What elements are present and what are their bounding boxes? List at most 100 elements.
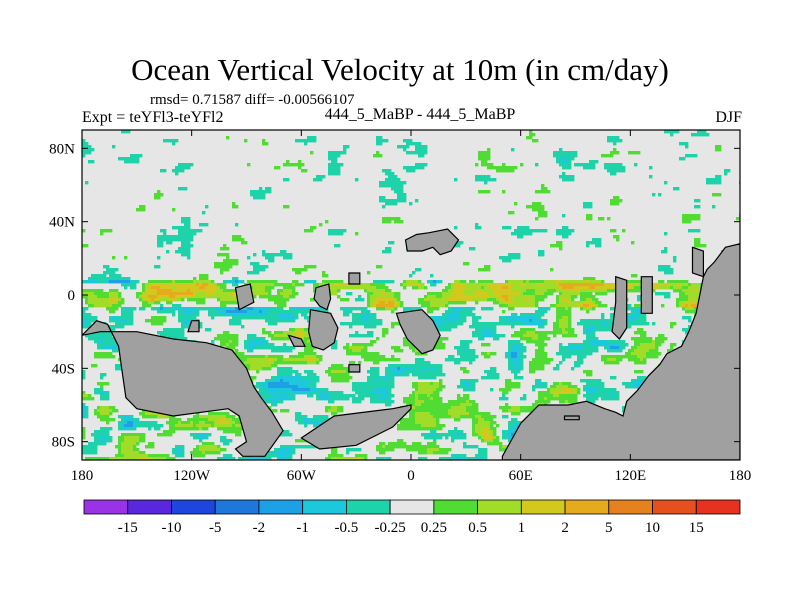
- field-cell: [382, 328, 386, 332]
- field-cell: [181, 307, 185, 311]
- field-cell: [334, 151, 338, 155]
- field-cell: [535, 331, 539, 335]
- field-cell: [124, 307, 128, 311]
- field-cell: [652, 283, 656, 287]
- field-cell: [187, 256, 191, 260]
- field-cell: [541, 355, 545, 359]
- field-cell: [289, 286, 293, 290]
- field-cell: [373, 322, 377, 326]
- field-cell: [562, 160, 566, 164]
- field-cell: [433, 373, 437, 377]
- field-cell: [502, 256, 506, 260]
- field-cell: [262, 193, 266, 197]
- field-cell: [571, 154, 575, 158]
- field-cell: [82, 280, 86, 284]
- field-cell: [556, 307, 560, 311]
- field-cell: [463, 286, 467, 290]
- field-cell: [697, 292, 701, 296]
- field-cell: [259, 337, 263, 341]
- field-cell: [277, 301, 281, 305]
- field-cell: [367, 313, 371, 317]
- field-cell: [529, 331, 533, 335]
- field-cell: [439, 304, 443, 308]
- field-cell: [556, 151, 560, 155]
- field-cell: [274, 337, 278, 341]
- field-cell: [292, 283, 296, 287]
- field-cell: [457, 313, 461, 317]
- field-cell: [379, 199, 383, 203]
- field-cell: [472, 313, 476, 317]
- field-cell: [304, 310, 308, 314]
- field-cell: [694, 205, 698, 209]
- field-cell: [181, 232, 185, 236]
- field-cell: [112, 145, 116, 149]
- field-cell: [277, 355, 281, 359]
- field-cell: [616, 136, 620, 140]
- field-cell: [205, 274, 209, 278]
- field-cell: [664, 247, 668, 251]
- field-cell: [418, 286, 422, 290]
- field-cell: [160, 286, 164, 290]
- field-cell: [637, 151, 641, 155]
- field-cell: [199, 292, 203, 296]
- field-cell: [193, 280, 197, 284]
- field-cell: [373, 292, 377, 296]
- field-cell: [487, 280, 491, 284]
- field-cell: [382, 286, 386, 290]
- field-cell: [478, 226, 482, 230]
- field-cell: [91, 292, 95, 296]
- field-cell: [250, 280, 254, 284]
- field-cell: [535, 355, 539, 359]
- field-cell: [121, 313, 125, 317]
- field-cell: [274, 319, 278, 323]
- field-cell: [259, 364, 263, 368]
- field-cell: [331, 376, 335, 380]
- field-cell: [382, 205, 386, 209]
- field-cell: [487, 376, 491, 380]
- field-cell: [544, 187, 548, 191]
- field-cell: [187, 286, 191, 290]
- field-cell: [187, 226, 191, 230]
- field-cell: [673, 187, 677, 191]
- field-cell: [178, 331, 182, 335]
- field-cell: [682, 316, 686, 320]
- field-cell: [511, 346, 515, 350]
- field-cell: [277, 376, 281, 380]
- field-cell: [334, 163, 338, 167]
- field-cell: [523, 280, 527, 284]
- field-cell: [97, 289, 101, 293]
- field-cell: [385, 307, 389, 311]
- field-cell: [127, 157, 131, 161]
- field-cell: [652, 322, 656, 326]
- field-cell: [679, 157, 683, 161]
- field-cell: [598, 304, 602, 308]
- field-cell: [646, 337, 650, 341]
- field-cell: [163, 289, 167, 293]
- field-cell: [262, 346, 266, 350]
- field-cell: [391, 346, 395, 350]
- field-cell: [586, 301, 590, 305]
- field-cell: [85, 244, 89, 248]
- field-cell: [259, 286, 263, 290]
- field-cell: [232, 298, 236, 302]
- field-cell: [247, 346, 251, 350]
- field-cell: [82, 325, 86, 329]
- field-cell: [604, 154, 608, 158]
- field-cell: [670, 133, 674, 137]
- field-cell: [202, 286, 206, 290]
- field-cell: [409, 166, 413, 170]
- field-cell: [346, 313, 350, 317]
- field-cell: [670, 268, 674, 272]
- field-cell: [685, 142, 689, 146]
- field-cell: [124, 130, 128, 134]
- field-cell: [547, 307, 551, 311]
- field-cell: [211, 316, 215, 320]
- field-cell: [247, 367, 251, 371]
- field-cell: [619, 166, 623, 170]
- field-cell: [328, 280, 332, 284]
- field-cell: [481, 334, 485, 338]
- field-cell: [610, 361, 614, 365]
- field-cell: [253, 310, 257, 314]
- field-cell: [160, 322, 164, 326]
- field-cell: [538, 322, 542, 326]
